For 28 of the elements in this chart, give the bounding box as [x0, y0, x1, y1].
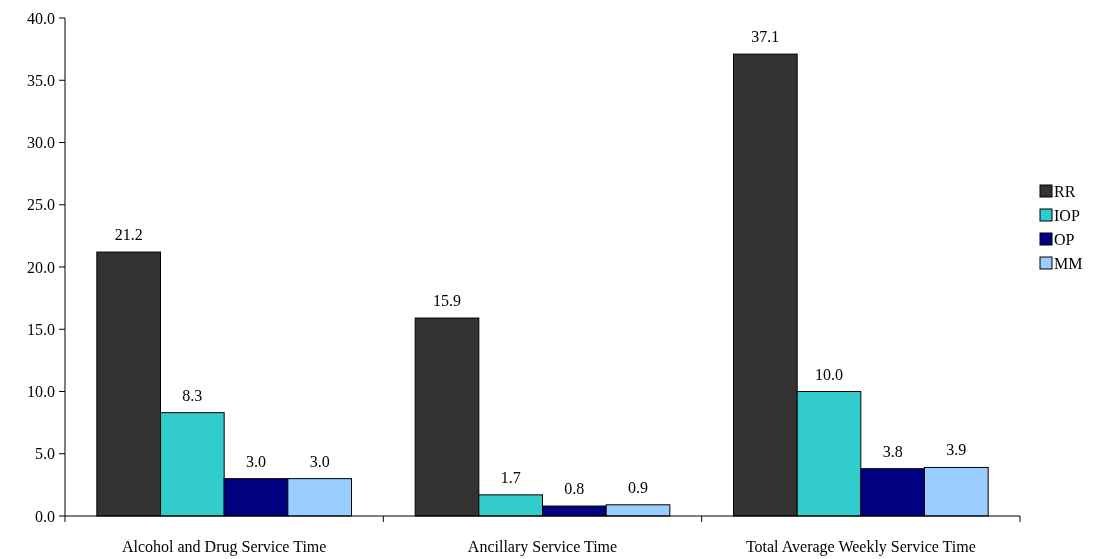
y-tick-label: 25.0 [27, 196, 55, 214]
data-label: 0.8 [564, 480, 585, 498]
y-tick-label: 0.0 [35, 507, 55, 525]
x-tick-label: Total Average Weekly Service Time [745, 538, 976, 556]
data-label: 3.0 [309, 452, 330, 470]
y-tick-label: 40.0 [27, 9, 55, 27]
data-label: 3.0 [246, 452, 266, 470]
data-label: 37.1 [751, 28, 780, 46]
x-tick-label: Ancillary Service Time [467, 538, 618, 556]
y-tick-label: 15.0 [27, 320, 55, 338]
legend-label: OP [1054, 230, 1075, 248]
y-tick-label: 10.0 [27, 383, 55, 401]
x-tick-label: Alcohol and Drug Service Time [121, 538, 327, 556]
legend-label: IOP [1054, 206, 1080, 224]
data-label: 15.9 [433, 292, 461, 310]
data-label: 0.9 [628, 478, 648, 496]
y-tick-label: 5.0 [35, 445, 55, 463]
data-label: 10.0 [815, 365, 843, 383]
data-label: 21.2 [114, 226, 143, 244]
data-label: 8.3 [182, 386, 203, 404]
data-label: 3.8 [882, 442, 903, 460]
y-tick-label: 30.0 [27, 134, 55, 152]
legend-label: MM [1054, 254, 1083, 272]
data-label: 3.9 [946, 441, 967, 459]
y-tick-label: 20.0 [27, 258, 55, 276]
data-label: 1.7 [500, 468, 521, 486]
y-tick-label: 35.0 [27, 71, 55, 89]
legend-label: RR [1054, 182, 1076, 200]
